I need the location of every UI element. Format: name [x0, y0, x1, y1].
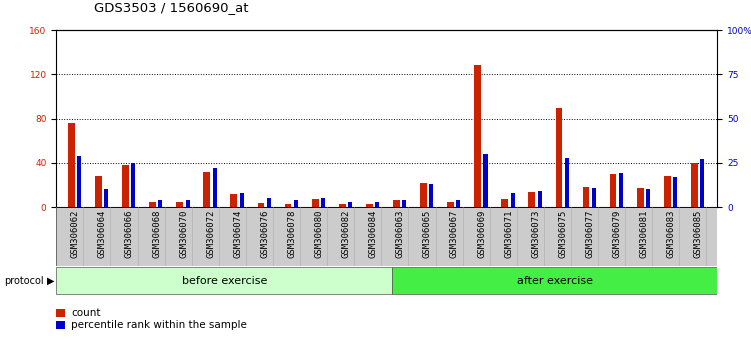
Bar	[637, 188, 644, 207]
Text: GSM306084: GSM306084	[369, 210, 378, 258]
Bar	[366, 204, 372, 207]
Text: GSM306075: GSM306075	[558, 210, 567, 258]
Bar	[393, 200, 400, 207]
Text: GSM306082: GSM306082	[342, 210, 351, 258]
Text: GDS3503 / 1560690_at: GDS3503 / 1560690_at	[94, 1, 249, 14]
Text: protocol: protocol	[4, 275, 44, 286]
Text: GSM306063: GSM306063	[396, 210, 405, 258]
Bar	[95, 176, 102, 207]
Bar	[502, 199, 508, 207]
Text: GSM306083: GSM306083	[667, 210, 676, 258]
Bar	[321, 198, 325, 207]
Bar	[474, 65, 481, 207]
Bar	[122, 165, 129, 207]
Bar	[240, 193, 244, 207]
Text: GSM306080: GSM306080	[315, 210, 324, 258]
Text: GSM306085: GSM306085	[694, 210, 703, 258]
Bar	[213, 168, 217, 207]
Text: ▶: ▶	[47, 275, 54, 286]
Bar	[294, 200, 298, 207]
Bar	[68, 123, 75, 207]
Bar	[420, 183, 427, 207]
Text: GSM306081: GSM306081	[640, 210, 649, 258]
Text: GSM306074: GSM306074	[234, 210, 243, 258]
Bar	[375, 202, 379, 207]
Text: GSM306077: GSM306077	[585, 210, 594, 258]
Bar	[430, 184, 433, 207]
Bar	[77, 156, 81, 207]
Bar	[664, 176, 671, 207]
Text: GSM306069: GSM306069	[477, 210, 486, 258]
Bar	[348, 202, 352, 207]
Bar	[592, 188, 596, 207]
Text: GSM306067: GSM306067	[450, 210, 459, 258]
Text: percentile rank within the sample: percentile rank within the sample	[71, 320, 247, 330]
Text: before exercise: before exercise	[182, 275, 267, 286]
Text: after exercise: after exercise	[517, 275, 593, 286]
Bar	[149, 201, 156, 207]
Bar	[392, 267, 717, 294]
Text: GSM306062: GSM306062	[71, 210, 80, 258]
Text: count: count	[71, 308, 101, 318]
Text: GSM306068: GSM306068	[152, 210, 161, 258]
Bar	[176, 201, 183, 207]
Bar	[104, 189, 108, 207]
Bar	[204, 172, 210, 207]
Text: GSM306071: GSM306071	[504, 210, 513, 258]
Bar	[673, 177, 677, 207]
Bar	[457, 200, 460, 207]
Bar	[312, 199, 318, 207]
Bar	[56, 267, 392, 294]
Bar	[538, 191, 541, 207]
Text: GSM306066: GSM306066	[125, 210, 134, 258]
Bar	[258, 202, 264, 207]
Text: GSM306064: GSM306064	[98, 210, 107, 258]
Bar	[447, 201, 454, 207]
Bar	[267, 198, 271, 207]
Bar	[484, 154, 487, 207]
Bar	[556, 108, 562, 207]
Bar	[131, 163, 135, 207]
Bar	[565, 158, 569, 207]
Bar	[231, 194, 237, 207]
Text: GSM306079: GSM306079	[613, 210, 622, 258]
Bar	[700, 159, 704, 207]
Text: GSM306070: GSM306070	[179, 210, 189, 258]
Text: GSM306065: GSM306065	[423, 210, 432, 258]
Bar	[646, 189, 650, 207]
Bar	[583, 187, 590, 207]
Bar	[339, 204, 345, 207]
Bar	[403, 200, 406, 207]
Text: GSM306072: GSM306072	[207, 210, 216, 258]
Text: GSM306076: GSM306076	[261, 210, 270, 258]
Bar	[529, 192, 535, 207]
Bar	[619, 173, 623, 207]
Bar	[691, 163, 698, 207]
Bar	[511, 193, 514, 207]
Bar	[610, 174, 617, 207]
Text: GSM306078: GSM306078	[288, 210, 297, 258]
Text: GSM306073: GSM306073	[531, 210, 540, 258]
Bar	[285, 204, 291, 207]
Bar	[158, 200, 162, 207]
Bar	[185, 200, 189, 207]
